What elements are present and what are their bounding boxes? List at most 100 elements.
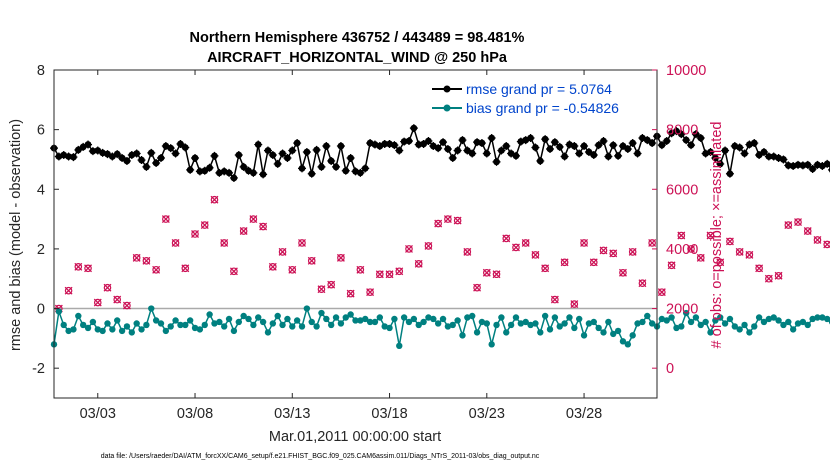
obs-assimilated-point: [803, 227, 812, 235]
obs-assimilated-point: [735, 247, 744, 256]
obs-assimilated-point: [657, 288, 666, 297]
bias-point: [109, 326, 116, 333]
bias-point: [216, 318, 223, 326]
bias-point: [138, 326, 145, 333]
bias-point: [503, 329, 510, 336]
bias-point: [541, 312, 549, 320]
rmse-point-cross: [803, 160, 812, 169]
rmse-point-cross: [546, 145, 555, 154]
bias-point: [182, 321, 189, 329]
obs-assimilated-point: [794, 218, 802, 227]
bias-point: [760, 318, 768, 326]
bias-point: [206, 311, 213, 318]
bias-point: [439, 315, 447, 323]
bias-point: [459, 332, 466, 339]
obs-assimilated-point: [648, 238, 657, 247]
obs-assimilated-point: [716, 258, 725, 267]
obs-possible-point: [677, 231, 686, 240]
rmse-point-cross: [439, 138, 448, 147]
obs-assimilated-point: [239, 227, 248, 235]
obs-assimilated-point: [443, 215, 452, 224]
chart-title-line2: AIRCRAFT_HORIZONTAL_WIND @ 250 hPa: [207, 50, 508, 66]
obs-assimilated-point: [317, 285, 326, 294]
obs-possible-point: [784, 221, 793, 229]
rmse-point-cross: [356, 168, 365, 177]
rmse-point-cross: [618, 142, 627, 151]
bias-point: [279, 321, 286, 329]
obs-assimilated-point: [677, 231, 686, 240]
obs-assimilated-point: [327, 280, 336, 289]
obs-possible-point: [580, 239, 588, 247]
obs-possible-point: [502, 234, 511, 243]
bias-point: [566, 314, 573, 321]
rmse-point-cross: [463, 146, 472, 155]
y-left-tick-label: 8: [37, 63, 45, 79]
legend-rmse-marker: [443, 85, 451, 93]
obs-possible-point: [181, 264, 190, 273]
rmse-point-cross: [477, 139, 486, 148]
bias-point: [668, 314, 675, 321]
rmse-point-cross: [307, 169, 316, 178]
rmse-point-cross: [200, 166, 209, 175]
obs-possible-point: [803, 227, 812, 235]
rmse-point-cross: [434, 144, 443, 153]
bias-point: [298, 323, 306, 330]
bias-point: [785, 318, 792, 326]
obs-assimilated-point: [599, 246, 608, 255]
bias-point: [746, 329, 753, 336]
rmse-point-cross: [186, 165, 195, 174]
bias-point: [157, 320, 165, 327]
rmse-point-cross: [662, 136, 671, 145]
obs-possible-point: [269, 262, 277, 271]
obs-possible-point: [162, 215, 170, 223]
rmse-point-cross: [711, 153, 720, 162]
bias-point: [571, 324, 578, 332]
y-axis-right-label: # of obs: o=possible; ×=assimilated: [709, 122, 725, 349]
rmse-point-cross: [176, 139, 185, 148]
rmse-point-cross: [166, 144, 175, 153]
rmse-point-cross: [361, 164, 370, 173]
x-tick-label: 03/13: [274, 406, 310, 422]
bias-point: [352, 317, 359, 324]
y-axis-left-label: rmse and bias (model - observation): [8, 119, 24, 351]
y-right-tick-label: 6000: [666, 182, 698, 198]
obs-assimilated-point: [619, 268, 627, 277]
bias-point: [605, 318, 612, 326]
obs-assimilated-point: [385, 270, 394, 279]
bias-point: [619, 338, 627, 345]
legend-box: [428, 76, 654, 121]
bias-point: [269, 320, 277, 327]
rmse-point-cross: [779, 155, 788, 164]
bias-point: [493, 321, 500, 329]
obs-possible-point: [765, 274, 773, 283]
obs-possible-point: [142, 257, 151, 265]
rmse-point-cross: [575, 149, 584, 158]
bias-point: [473, 329, 481, 336]
obs-possible-point: [531, 251, 540, 259]
rmse-point-cross: [691, 130, 700, 139]
bias-point: [308, 318, 315, 326]
bias-point: [624, 341, 632, 348]
obs-assimilated-point: [191, 230, 199, 238]
rmse-point-cross: [677, 130, 686, 139]
bias-point: [575, 315, 583, 323]
bias-point: [376, 314, 384, 321]
obs-assimilated-point: [84, 264, 92, 273]
bias-point: [648, 320, 656, 327]
obs-possible-point: [239, 227, 248, 235]
bias-point: [114, 317, 121, 324]
rmse-point-cross: [122, 156, 131, 165]
bias-point: [610, 330, 617, 338]
obs-assimilated-point: [142, 256, 151, 265]
obs-possible-point: [696, 254, 705, 262]
rmse-point-cross: [706, 148, 715, 156]
obs-assimilated-point: [589, 258, 598, 267]
obs-possible-point: [424, 242, 433, 250]
bias-point: [483, 320, 490, 327]
bias-point: [371, 318, 379, 326]
obs-assimilated-point: [813, 236, 822, 244]
bias-point: [221, 323, 228, 330]
bias-point: [585, 320, 593, 327]
rmse-point-cross: [589, 150, 598, 159]
obs-possible-point: [64, 286, 73, 295]
